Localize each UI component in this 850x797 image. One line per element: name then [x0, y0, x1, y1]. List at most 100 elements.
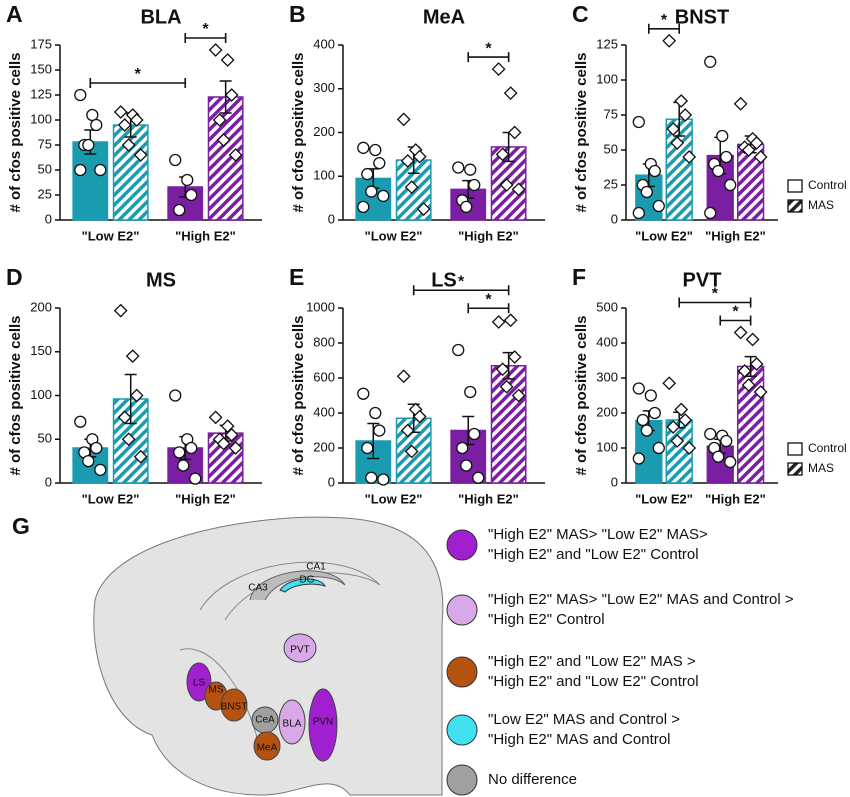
point: [365, 471, 378, 484]
y-tick-label: 50: [38, 431, 52, 446]
significance-bracket: [89, 78, 187, 88]
point: [704, 55, 717, 68]
point: [169, 389, 182, 402]
region-label: CA3: [248, 583, 268, 594]
brain-region: [283, 633, 317, 663]
point: [648, 164, 661, 178]
legend-text: "High E2" and "Low E2" Control: [488, 673, 699, 690]
legend-text: "High E2" MAS and Control: [488, 731, 670, 748]
point: [678, 108, 693, 122]
point: [357, 141, 370, 154]
point: [74, 88, 87, 102]
point: [666, 420, 681, 434]
point: [511, 182, 526, 197]
significance-label: *: [202, 21, 209, 38]
point: [452, 161, 465, 174]
point: [185, 441, 198, 455]
point: [74, 415, 87, 428]
point: [712, 450, 725, 463]
point: [632, 382, 645, 395]
point: [468, 427, 481, 441]
point: [503, 86, 518, 101]
x-tick-label: "High E2": [175, 491, 236, 506]
brain-outline: [93, 516, 444, 796]
significance-bracket: [412, 285, 510, 296]
panel-letter: D: [6, 264, 23, 290]
legend-text: "High E2" MAS> "Low E2" MAS>: [488, 526, 708, 543]
x-tick-label: "High E2": [705, 491, 766, 506]
x-tick-label: "Low E2": [635, 491, 693, 506]
point: [412, 149, 427, 164]
point: [224, 427, 239, 442]
point: [737, 364, 752, 378]
point: [460, 200, 473, 214]
y-tick-label: 0: [328, 474, 335, 489]
point: [682, 150, 697, 164]
point: [460, 459, 473, 472]
significance-label: *: [135, 66, 142, 83]
error-bar: [219, 80, 232, 114]
region-label: CA1: [306, 562, 326, 573]
point: [507, 125, 522, 140]
point: [228, 148, 243, 162]
point: [224, 88, 239, 102]
point: [753, 150, 768, 164]
legend-swatch: [787, 179, 803, 193]
point: [377, 473, 390, 486]
point: [472, 471, 485, 484]
point: [208, 410, 223, 425]
point: [452, 343, 465, 357]
point: [678, 413, 693, 427]
point: [396, 112, 411, 127]
significance-label: *: [712, 286, 719, 303]
y-tick-label: 1000: [306, 299, 335, 314]
region-label: CeA: [255, 715, 275, 726]
point: [369, 143, 382, 157]
x-tick-label: "High E2": [175, 228, 236, 243]
y-tick-label: 100: [30, 387, 52, 402]
bar: [72, 141, 109, 221]
point: [220, 53, 235, 67]
point: [753, 385, 768, 399]
point: [662, 376, 677, 391]
point: [404, 444, 419, 459]
significance-label: *: [732, 304, 739, 321]
chart-title: MeA: [423, 6, 465, 28]
hippocampus: [249, 570, 346, 601]
point: [357, 200, 370, 214]
legend-circle: [446, 594, 478, 626]
legend-label: Control: [808, 441, 847, 455]
y-tick-label: 175: [30, 36, 52, 51]
point: [82, 138, 95, 152]
brain-region: [220, 688, 248, 722]
legend-label: MAS: [808, 198, 834, 212]
y-axis-label: # of cfos positive cells: [290, 315, 307, 475]
point: [733, 96, 748, 111]
point: [464, 385, 477, 399]
legend-circle: [446, 764, 478, 796]
point: [121, 138, 136, 152]
panel-letter: G: [12, 513, 30, 539]
region-label: MeA: [257, 743, 278, 754]
panel-letter: C: [572, 1, 589, 27]
region-label: BLA: [283, 719, 302, 730]
point: [670, 434, 685, 448]
point: [495, 362, 510, 377]
legend-text: "High E2" MAS> "Low E2" MAS and Control …: [488, 591, 794, 608]
y-tick-label: 400: [596, 334, 618, 349]
point: [169, 153, 182, 167]
y-tick-label: 300: [596, 369, 618, 384]
point: [511, 388, 526, 403]
brain-region: [278, 699, 306, 745]
chart-title: BNST: [675, 6, 729, 28]
point: [113, 303, 128, 318]
point: [720, 150, 733, 164]
y-axis-label: # of cfos positive cells: [573, 52, 590, 212]
y-tick-label: 50: [38, 161, 52, 176]
point: [507, 350, 522, 364]
significance-bracket: [467, 303, 510, 314]
point: [208, 43, 223, 57]
chart-title: BLA: [140, 6, 181, 28]
error-bar: [744, 355, 757, 377]
